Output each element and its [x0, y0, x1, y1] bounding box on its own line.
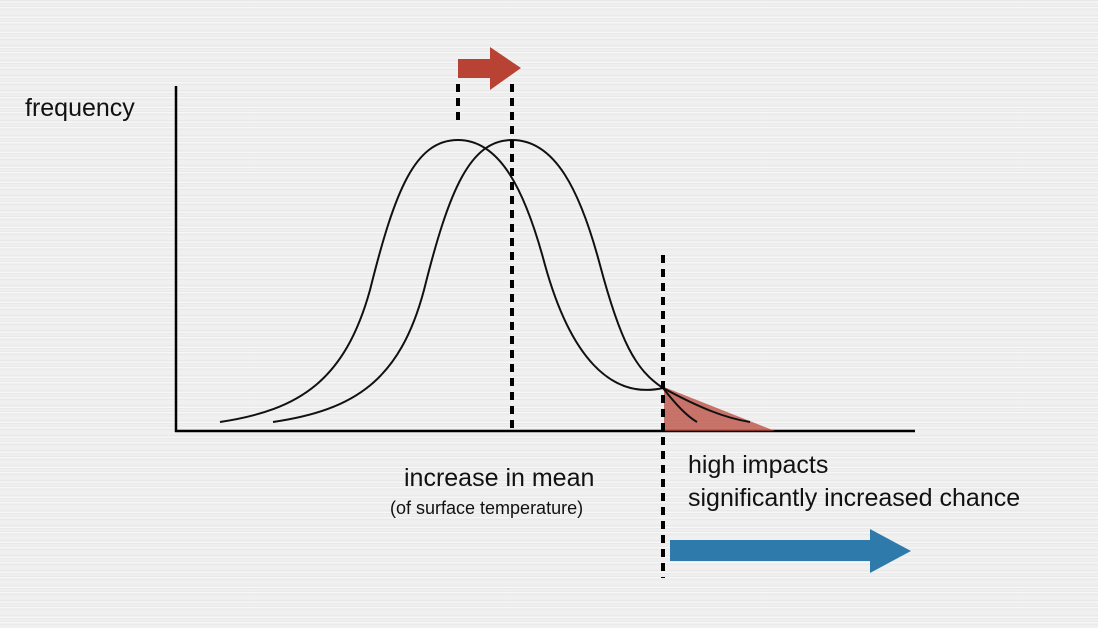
high-impact-tail-shading [664, 387, 775, 431]
original-distribution-curve [219, 138, 698, 423]
increased-chance-label: significantly increased chance [688, 484, 1021, 512]
high-impact-label: high impacts [688, 451, 829, 479]
right-arrow-red-icon [458, 47, 521, 90]
mean-shift-label: increase in mean [404, 464, 595, 492]
right-arrow-blue-icon [670, 529, 911, 573]
y-axis-label: frequency [25, 94, 135, 122]
mean-shift-sublabel: (of surface temperature) [390, 498, 584, 518]
